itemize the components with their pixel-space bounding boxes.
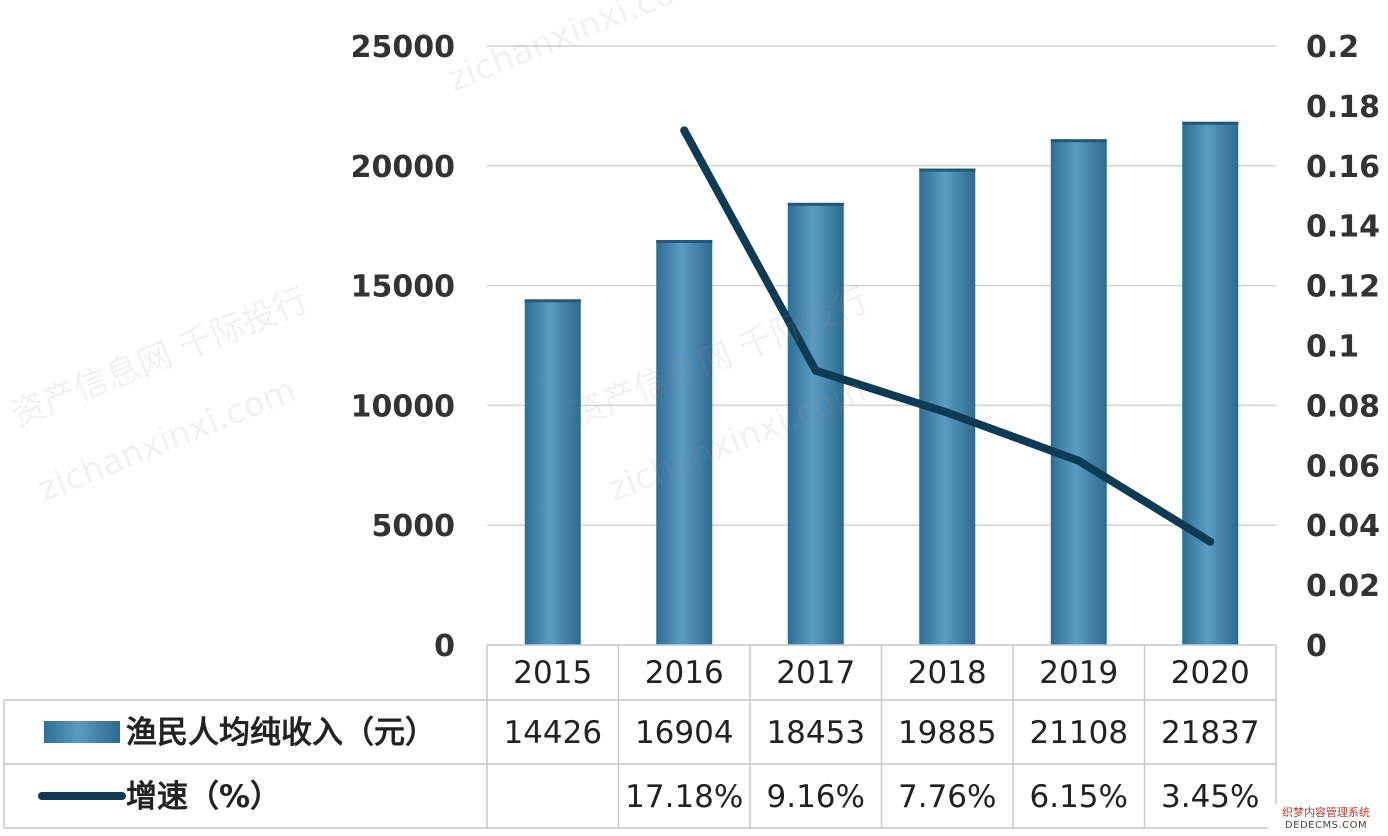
left-tick-label: 10000 xyxy=(351,389,455,424)
category-label: 2019 xyxy=(1039,655,1118,691)
bar-top-edge xyxy=(1182,121,1239,125)
category-label: 2016 xyxy=(645,655,724,691)
category-label: 2015 xyxy=(513,655,592,691)
bar xyxy=(524,299,581,645)
bar-series xyxy=(524,121,1239,646)
bar-top-edge xyxy=(656,239,713,243)
data-table: 2015 2016 2017 2018 2019 2020 渔民人均纯收入（元） 14426 1… xyxy=(3,644,1277,829)
bar xyxy=(1050,139,1107,645)
right-tick-label: 0.02 xyxy=(1306,569,1380,604)
right-axis-ticks: 0.2 0.18 0.16 0.14 0.12 0.1 0.08 0.06 0.04 0.02 0 xyxy=(1306,30,1380,664)
right-tick-label: 0.2 xyxy=(1306,30,1359,65)
line-point xyxy=(943,408,952,417)
right-tick-label: 0.08 xyxy=(1306,389,1380,424)
table-cell: 18453 xyxy=(766,715,865,751)
left-tick-label: 0 xyxy=(434,629,455,664)
legend-bar-swatch xyxy=(44,721,120,743)
right-tick-label: 0.16 xyxy=(1306,150,1380,185)
table-cell: 6.15% xyxy=(1030,779,1128,815)
table-cell: 21837 xyxy=(1161,715,1260,751)
table-cell: 3.45% xyxy=(1161,779,1259,815)
line-point xyxy=(811,366,820,375)
bar-top-edge xyxy=(919,168,976,172)
legend-label: 增速（%） xyxy=(126,779,281,815)
table-cell: 21108 xyxy=(1029,715,1128,751)
grid-lines xyxy=(487,45,1276,526)
category-label: 2018 xyxy=(908,655,987,691)
right-tick-label: 0.04 xyxy=(1306,509,1380,544)
right-tick-label: 0 xyxy=(1306,629,1327,664)
right-tick-label: 0.14 xyxy=(1306,210,1380,245)
line-point xyxy=(1206,537,1215,546)
right-tick-label: 0.12 xyxy=(1306,270,1380,305)
right-tick-label: 0.06 xyxy=(1306,449,1380,484)
table-cell: 14426 xyxy=(503,715,602,751)
bar xyxy=(656,239,713,645)
left-tick-label: 20000 xyxy=(351,150,455,185)
bar xyxy=(787,202,844,645)
bar xyxy=(1182,121,1239,646)
table-cell: 7.76% xyxy=(898,779,996,815)
bar-top-edge xyxy=(787,202,844,206)
site-badge: 织梦内容管理系统 DEDECMS.COM xyxy=(1268,804,1384,834)
left-axis-ticks: 25000 20000 15000 10000 5000 0 xyxy=(351,30,455,664)
category-label: 2017 xyxy=(776,655,855,691)
category-label: 2020 xyxy=(1171,655,1250,691)
line-point xyxy=(680,126,689,135)
table-cell: 9.16% xyxy=(767,779,865,815)
bar-top-edge xyxy=(524,299,581,303)
right-tick-label: 0.1 xyxy=(1306,330,1359,365)
table-cell: 17.18% xyxy=(625,779,743,815)
right-tick-label: 0.18 xyxy=(1306,90,1380,125)
table-cell: 16904 xyxy=(635,715,734,751)
legend-label: 渔民人均纯收入（元） xyxy=(126,715,436,751)
growth-line-series xyxy=(680,126,1215,546)
left-tick-label: 15000 xyxy=(351,270,455,305)
table-cell: 19885 xyxy=(898,715,997,751)
left-tick-label: 5000 xyxy=(372,509,456,544)
bar-top-edge xyxy=(1050,139,1107,143)
left-tick-label: 25000 xyxy=(351,30,455,65)
line-point xyxy=(1074,456,1083,465)
